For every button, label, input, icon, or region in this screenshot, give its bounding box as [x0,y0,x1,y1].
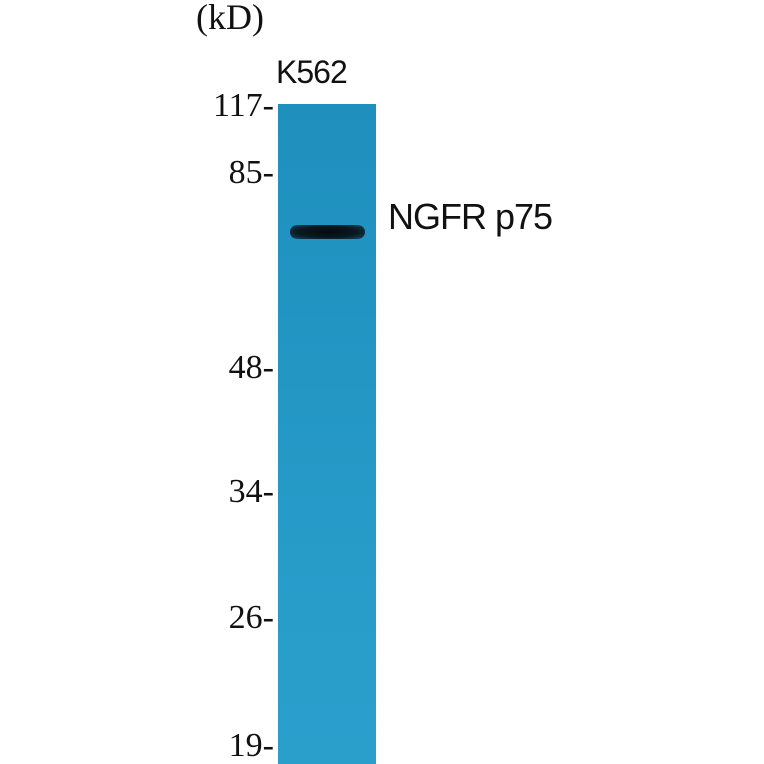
marker-85: 85- [228,154,274,191]
unit-label: (kD) [196,0,264,37]
sample-label: K562 [276,54,348,90]
marker-26: 26- [228,599,274,636]
protein-band [290,225,365,239]
protein-label: NGFR p75 [388,196,553,237]
marker-117: 117- [212,87,274,124]
marker-48: 48- [228,349,274,386]
marker-19: 19- [228,727,274,764]
blot-lane [278,104,376,764]
marker-34: 34- [228,473,274,510]
